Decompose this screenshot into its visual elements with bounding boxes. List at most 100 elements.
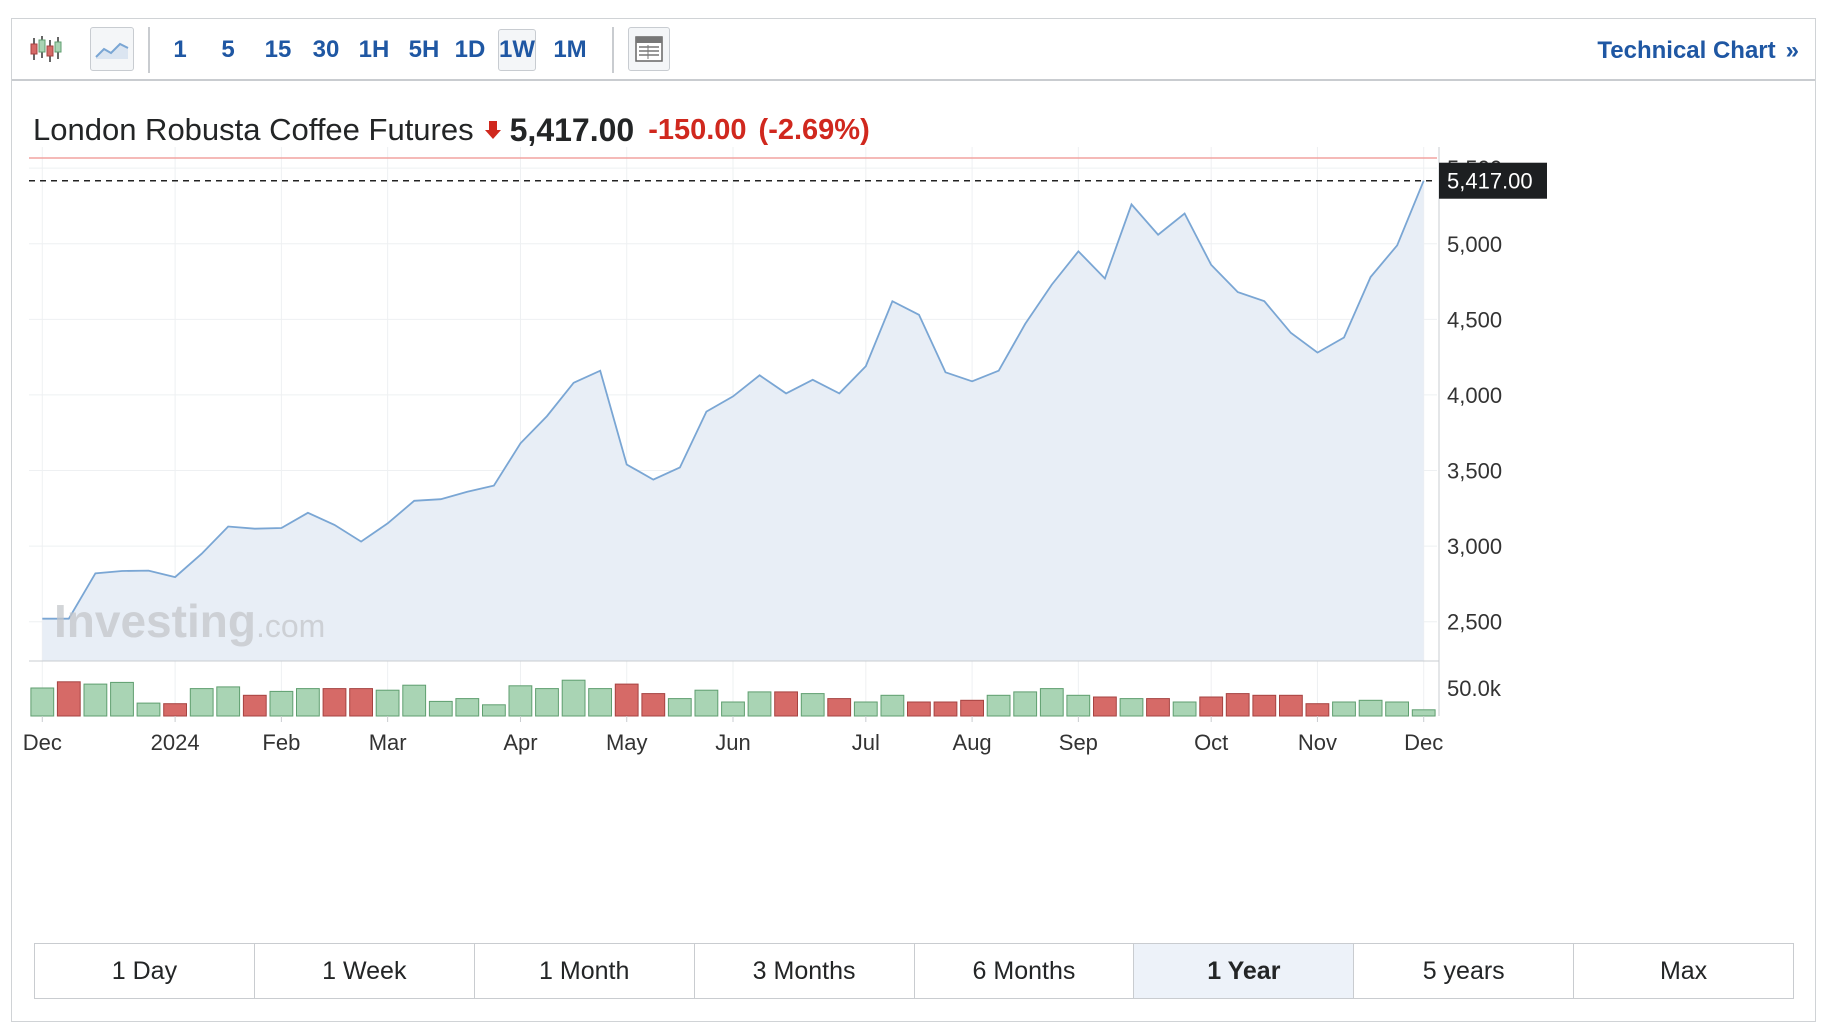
volume-bar — [561, 679, 586, 717]
interval-button-30[interactable]: 30 — [312, 36, 340, 63]
watermark-suffix: .com — [256, 608, 325, 644]
last-price: 5,417.00 — [509, 111, 635, 148]
time-range-selector: 1 Day 1 Week 1 Month 3 Months 6 Months 1 Year… — [34, 943, 1794, 999]
volume-bar — [402, 684, 427, 717]
area-chart-icon[interactable] — [90, 27, 134, 71]
volume-bar — [667, 698, 692, 717]
y-tick-label: 3,500 — [1447, 459, 1502, 484]
volume-bar — [694, 689, 719, 717]
last-price-label-box — [1439, 162, 1547, 199]
price-change-percent: (-2.69%) — [758, 113, 870, 146]
volume-bar — [800, 693, 825, 717]
x-tick-label: Mar — [369, 730, 407, 755]
volume-bar — [322, 688, 347, 717]
range-button-max[interactable]: Max — [1574, 944, 1793, 998]
volume-bar — [349, 688, 374, 717]
double-chevron-right-icon: » — [1785, 37, 1799, 64]
volume-bar — [1146, 698, 1170, 717]
volume-bar — [1066, 694, 1091, 717]
volume-bar — [216, 686, 241, 717]
technical-chart-link[interactable]: Technical Chart » — [1597, 31, 1799, 71]
candlestick-icon[interactable] — [26, 27, 66, 71]
volume-bar — [535, 688, 559, 717]
volume-bar — [375, 689, 400, 717]
watermark-brand: Investing — [54, 595, 256, 647]
volume-bar — [588, 688, 613, 717]
price-chart[interactable]: 5,5005,0004,5004,0003,5003,0002,5005,417… — [12, 19, 1815, 919]
price-line — [42, 180, 1425, 620]
instrument-name: London Robusta Coffee Futures — [33, 112, 474, 147]
interval-button-5[interactable]: 5 — [221, 36, 235, 63]
x-tick-label: Jul — [852, 730, 880, 755]
volume-bar — [1305, 703, 1330, 717]
volume-bar — [1225, 693, 1250, 717]
x-tick-label: Sep — [1059, 730, 1098, 755]
volume-bar — [933, 701, 958, 717]
volume-bar — [641, 693, 666, 717]
volume-bar — [960, 699, 985, 717]
volume-bar — [508, 685, 533, 717]
interval-button-1m[interactable]: 1M — [553, 36, 587, 63]
volume-bar — [880, 694, 905, 717]
range-button-6-months[interactable]: 6 Months — [914, 944, 1135, 998]
y-tick-label: 4,500 — [1447, 307, 1502, 332]
range-button-3-months[interactable]: 3 Months — [694, 944, 915, 998]
volume-bar — [189, 688, 214, 717]
range-button-1-month[interactable]: 1 Month — [474, 944, 695, 998]
toolbar-separator — [148, 27, 150, 73]
volume-bar — [1385, 701, 1409, 717]
volume-tick-label: 50.0k — [1447, 676, 1502, 701]
toolbar-separator — [612, 27, 614, 73]
volume-bar — [907, 701, 931, 717]
x-tick-label: Apr — [503, 730, 537, 755]
volume-bar — [721, 701, 745, 717]
volume-bar — [1358, 699, 1383, 717]
x-tick-label: Dec — [1404, 730, 1443, 755]
volume-bar — [1119, 698, 1144, 717]
volume-bar — [136, 702, 161, 717]
technical-chart-label: Technical Chart — [1597, 37, 1776, 64]
interval-button-5h[interactable]: 5H — [408, 36, 440, 63]
volume-bar — [163, 703, 187, 717]
range-button-5-years[interactable]: 5 years — [1354, 944, 1575, 998]
down-arrow-icon — [484, 119, 502, 141]
volume-bar — [614, 683, 639, 717]
instrument-header: London Robusta Coffee Futures 5,417.00 -… — [33, 105, 870, 155]
y-tick-label: 4,000 — [1447, 383, 1502, 408]
interval-button-1[interactable]: 1 — [173, 36, 187, 63]
volume-bar — [1279, 694, 1303, 717]
x-tick-label: Feb — [262, 730, 300, 755]
x-tick-label: Nov — [1298, 730, 1337, 755]
volume-bar — [56, 681, 81, 717]
volume-bar — [1172, 701, 1197, 717]
volume-bar — [774, 691, 799, 717]
y-tick-label: 3,000 — [1447, 534, 1502, 559]
last-price-label: 5,417.00 — [1447, 169, 1533, 194]
investing-watermark: Investing.com — [54, 595, 325, 647]
y-tick-label: 5,000 — [1447, 232, 1502, 257]
interval-button-1d[interactable]: 1D — [454, 36, 486, 63]
range-button-1-week[interactable]: 1 Week — [254, 944, 475, 998]
x-tick-label: Jun — [715, 730, 750, 755]
volume-bar — [1252, 694, 1277, 717]
volume-bar — [747, 691, 772, 717]
volume-bar — [1093, 696, 1117, 717]
y-tick-label: 2,500 — [1447, 610, 1502, 635]
range-button-1-day[interactable]: 1 Day — [35, 944, 255, 998]
volume-bar — [853, 701, 878, 717]
volume-bar — [428, 700, 453, 717]
volume-bar — [1332, 701, 1356, 717]
interval-button-1h[interactable]: 1H — [358, 36, 390, 63]
range-button-1-year[interactable]: 1 Year — [1134, 944, 1355, 998]
table-view-icon[interactable] — [628, 27, 670, 71]
interval-button-15[interactable]: 15 — [264, 36, 292, 63]
price-change: -150.00 — [648, 113, 747, 146]
volume-bar — [269, 690, 294, 717]
x-tick-label: Aug — [953, 730, 992, 755]
volume-bar — [1199, 696, 1224, 717]
volume-bar — [83, 683, 108, 717]
price-area-fill — [42, 180, 1424, 661]
x-tick-label: 2024 — [151, 730, 200, 755]
volume-bar — [986, 694, 1011, 717]
interval-button-1w[interactable]: 1W — [498, 29, 536, 71]
